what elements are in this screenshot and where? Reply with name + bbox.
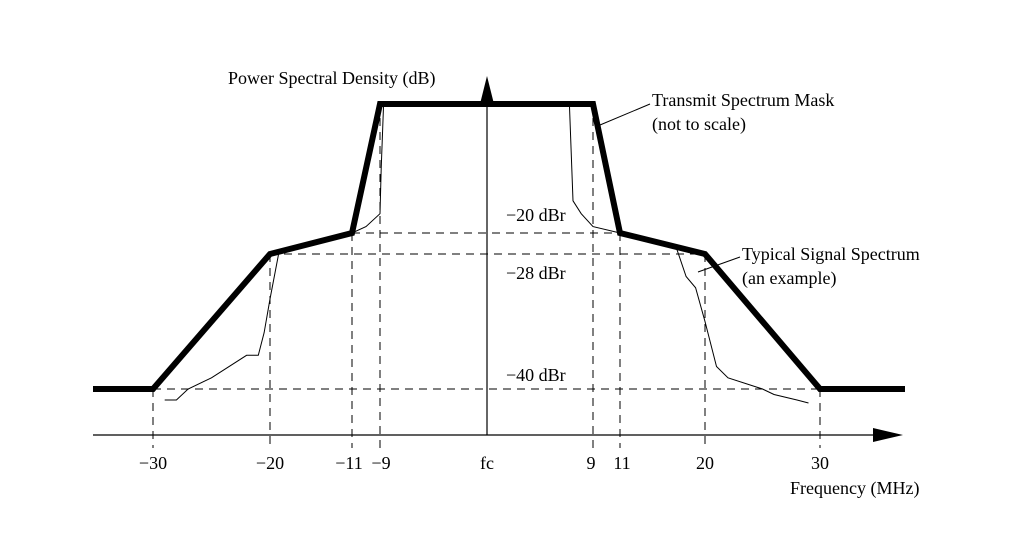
y-axis-arrowhead [480, 76, 494, 104]
typical-signal-spectrum-line [164, 103, 809, 404]
x-tick-label: −9 [371, 453, 390, 473]
level-label: −40 dBr [506, 365, 566, 385]
mask-series-note: (not to scale) [652, 114, 746, 135]
signal-series-note: (an example) [742, 268, 836, 289]
signal-series-label: Typical Signal Spectrum [742, 244, 920, 264]
mask-series-label: Transmit Spectrum Mask [652, 90, 834, 110]
x-ticks: −30 −20 −11 −9 fc 9 11 20 30 [139, 453, 829, 473]
x-axis-arrowhead [873, 428, 903, 442]
dashed-guide-lines [152, 104, 821, 448]
x-tick-label: fc [480, 453, 494, 473]
x-tick-label: −30 [139, 453, 167, 473]
level-labels: −20 dBr −28 dBr −40 dBr [506, 205, 566, 385]
x-tick-label: 20 [696, 453, 714, 473]
x-tick-label: 30 [811, 453, 829, 473]
x-tick-label: 9 [587, 453, 596, 473]
x-tick-label: −11 [335, 453, 362, 473]
x-tick-label: −20 [256, 453, 284, 473]
level-label: −20 dBr [506, 205, 566, 225]
signal-callout-leader [697, 256, 741, 273]
x-axis-title: Frequency (MHz) [790, 478, 919, 499]
x-tick-label: 11 [613, 453, 630, 473]
y-axis-title: Power Spectral Density (dB) [228, 68, 435, 89]
mask-callout-leader [599, 103, 651, 126]
level-label: −28 dBr [506, 263, 566, 283]
